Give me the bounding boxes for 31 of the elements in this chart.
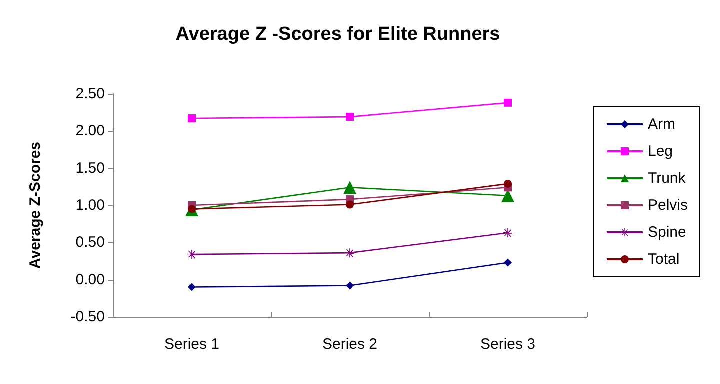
x-tick-label: Series 1 <box>164 336 220 353</box>
y-tick-label: -0.50 <box>70 308 105 326</box>
point <box>188 205 196 214</box>
y-tick-label: 2.50 <box>76 86 105 102</box>
point <box>346 282 354 290</box>
point <box>504 180 512 188</box>
point <box>504 258 512 267</box>
y-axis-title: Average Z-Scores <box>27 142 44 270</box>
point <box>346 200 354 209</box>
point <box>504 98 512 107</box>
point <box>504 228 512 238</box>
legend-label: Pelvis <box>648 197 688 214</box>
legend-label: Trunk <box>648 170 686 187</box>
point <box>346 248 354 258</box>
y-tick-label: 2.00 <box>76 122 105 140</box>
point <box>188 250 196 260</box>
point <box>344 181 356 194</box>
legend-label: Arm <box>648 116 676 133</box>
point <box>188 114 196 123</box>
y-tick-label: 1.00 <box>76 197 105 214</box>
legend-label: Leg <box>648 143 674 160</box>
y-tick-label: 0.50 <box>76 234 105 252</box>
x-tick-label: Series 3 <box>480 336 536 353</box>
chart-title: Average Z -Scores for Elite Runners <box>176 24 500 45</box>
point <box>188 283 196 292</box>
legend-label: Spine <box>648 224 686 241</box>
point <box>346 113 354 122</box>
y-tick-label: 0.00 <box>76 271 105 288</box>
legend-label: Total <box>648 251 680 268</box>
y-tick-label: 1.50 <box>76 160 105 177</box>
x-tick-label: Series 2 <box>322 336 378 353</box>
